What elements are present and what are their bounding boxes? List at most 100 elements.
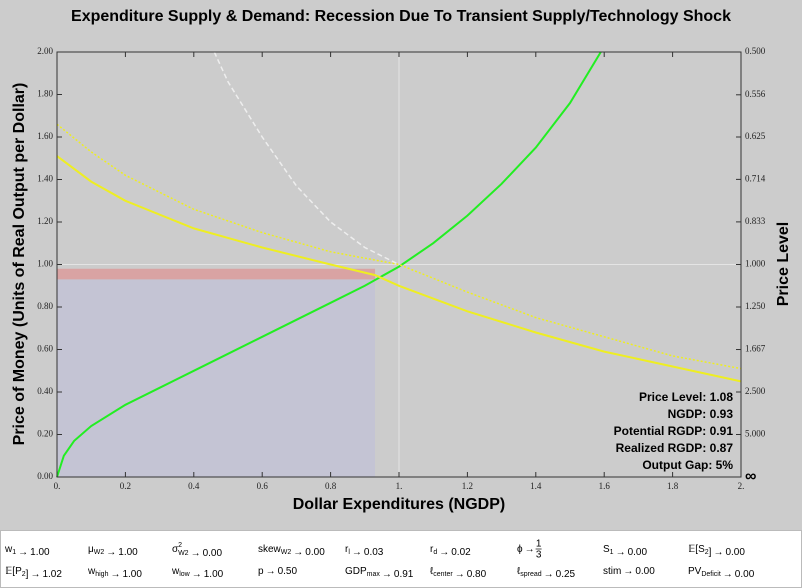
parameter-arrow: → [192, 569, 202, 580]
parameter-value: 0.50 [278, 566, 298, 577]
y-tick-label: 2.00 [37, 46, 53, 56]
parameter-arrow: → [191, 548, 201, 559]
parameter-sub: spread [520, 571, 542, 578]
parameter-sub: 1 [610, 549, 614, 556]
parameter-arrow: → [723, 569, 733, 580]
parameter: rd → 0.02 [430, 544, 471, 558]
parameter-value: 0.00 [725, 547, 745, 558]
y-tick-label: 1.40 [37, 174, 53, 184]
parameter: stim → 0.00 [603, 566, 655, 577]
series-line [56, 51, 602, 478]
parameter-value: 0.25 [556, 569, 576, 580]
parameter-value: 0.00 [735, 569, 755, 580]
parameter-sub: Deficit [701, 571, 721, 578]
parameter-symbol: ϕ [517, 544, 523, 555]
parameter-arrow: → [18, 547, 28, 558]
parameter: ϕ → [517, 544, 535, 555]
parameter-sub: low [179, 571, 190, 578]
x-tick-label: 1. [396, 481, 403, 491]
parameter-value: 0.80 [467, 569, 487, 580]
parameter-value: 0.00 [203, 548, 223, 559]
parameter-symbol: PV [688, 566, 702, 577]
x-tick-label: 1.6 [599, 481, 611, 491]
parameter-sub: 1 [12, 549, 16, 556]
parameter-symbol: GDP [345, 566, 367, 577]
y-tick-label: 1.80 [37, 89, 53, 99]
parameter-value: 0.02 [451, 547, 471, 558]
annotation: Price Level: 1.08 [639, 390, 733, 404]
parameter-value: 0.00 [305, 547, 325, 558]
y-tick-label: 1.60 [37, 131, 53, 141]
parameter-arrow: → [106, 547, 116, 558]
y-tick-label: 1.20 [37, 216, 53, 226]
parameter-value: 0.00 [628, 547, 648, 558]
parameter-symbol: r [430, 544, 434, 555]
parameter-value: 1.00 [122, 569, 142, 580]
parameter-sub: W2 [178, 550, 189, 557]
y-tick-label: 0.40 [37, 386, 53, 396]
shaded-region [57, 279, 376, 477]
parameter: ℓcenter → 0.80 [430, 566, 487, 580]
y2-tick-label: 1.000 [745, 259, 766, 269]
parameter-arrow: → [455, 569, 465, 580]
parameter-arrow: → [382, 569, 392, 580]
parameter-arrow: → [352, 547, 362, 558]
x-tick-label: 1.2 [462, 481, 473, 491]
parameter: 𝔼[P2] → 1.02 [5, 566, 62, 580]
x-axis-title: Dollar Expenditures (NGDP) [293, 496, 505, 513]
parameter-sub: d [433, 549, 437, 556]
parameter-arrow: → [544, 569, 554, 580]
x-tick-label: 2. [738, 481, 745, 491]
x-tick-label: 0.6 [257, 481, 269, 491]
parameter-sub: 2 [22, 571, 26, 578]
annotation: NGDP: 0.93 [668, 407, 734, 421]
parameter-sub: high [95, 571, 108, 578]
parameter-value: 1.00 [30, 547, 50, 558]
annotation: Potential RGDP: 0.91 [614, 424, 734, 438]
parameter-value: 1.00 [118, 547, 138, 558]
parameter-arrow: → [713, 547, 723, 558]
y2-tick-label: 1.667 [745, 344, 766, 354]
parameter-arrow: → [525, 544, 535, 555]
y-tick-label: 0.20 [37, 429, 53, 439]
parameter: μW2 → 1.00 [88, 544, 138, 558]
y2-tick-label: 0.714 [745, 173, 766, 183]
parameter-tail: ] [26, 569, 29, 580]
y2-tick-label: 0.500 [745, 46, 766, 56]
parameter-arrow: → [623, 566, 633, 577]
x-tick-label: 1.4 [530, 481, 542, 491]
y-tick-label: 0.80 [37, 301, 53, 311]
parameter-symbol: p [258, 566, 264, 577]
x-tick-label: 0. [54, 481, 61, 491]
parameter-arrow: → [616, 547, 626, 558]
parameter-sub: center [433, 571, 453, 578]
shaded-region [57, 268, 376, 280]
parameter-symbol: ℓ [517, 566, 521, 577]
annotation: Output Gap: 5% [642, 458, 733, 472]
series-line [56, 155, 742, 383]
parameter-arrow: → [266, 566, 276, 577]
parameter: skewW2 → 0.00 [258, 544, 325, 558]
parameter: σ2 W2 → 0.00 [172, 542, 222, 559]
parameter-sub: 2 [705, 549, 709, 556]
y-tick-label: 0.00 [37, 471, 53, 481]
parameter-arrow: → [30, 569, 40, 580]
parameter: 𝔼[S2] → 0.00 [688, 544, 745, 558]
y2-tick-label: 0.556 [745, 89, 766, 99]
parameter-value: 1.02 [42, 569, 62, 580]
parameter: wlow → 1.00 [171, 566, 224, 580]
x-tick-label: 0.4 [188, 481, 200, 491]
parameter: p → 0.50 [258, 566, 297, 577]
parameter: w1 → 1.00 [4, 544, 50, 558]
y2-tick-label: 0.625 [745, 131, 766, 141]
parameter-symbol: r [345, 544, 349, 555]
fraction-den: 3 [536, 550, 542, 561]
x-tick-label: 1.8 [667, 481, 679, 491]
parameter-value: 1.00 [204, 569, 224, 580]
series-line [56, 123, 742, 370]
parameter: GDPmax → 0.91 [345, 566, 414, 580]
parameter-value: 0.00 [635, 566, 655, 577]
parameter-sub: W2 [94, 549, 105, 556]
chart-title: Expenditure Supply & Demand: Recession D… [71, 8, 731, 25]
